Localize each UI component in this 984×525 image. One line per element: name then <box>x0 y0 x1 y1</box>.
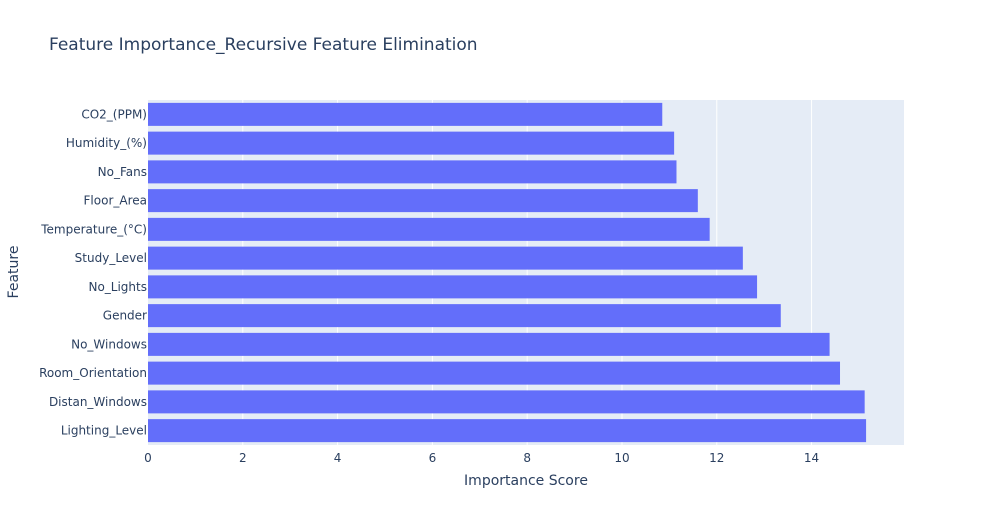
bar <box>148 102 663 126</box>
x-tick-label: 0 <box>144 451 152 465</box>
y-tick-label: Study_Level <box>75 251 147 265</box>
x-axis-title: Importance Score <box>464 473 588 489</box>
x-tick-labels: 0 2 4 6 8 10 12 14 <box>144 451 819 465</box>
y-tick-label: Room_Orientation <box>39 366 147 380</box>
x-tick-label: 12 <box>709 451 724 465</box>
x-tick-label: 10 <box>614 451 629 465</box>
bar <box>148 217 710 241</box>
bar <box>148 390 865 414</box>
y-tick-labels: CO2_(PPM) Humidity_(%) No_Fans Floor_Area Te… <box>39 107 147 437</box>
bar <box>148 275 758 299</box>
bar <box>148 419 867 443</box>
y-tick-label: No_Fans <box>98 165 147 179</box>
bar <box>148 246 743 270</box>
y-tick-label: Floor_Area <box>84 194 147 208</box>
bars <box>148 102 867 443</box>
plot-area <box>148 100 904 445</box>
bar <box>148 131 675 155</box>
x-tick-label: 14 <box>804 451 819 465</box>
x-tick-label: 8 <box>523 451 531 465</box>
y-tick-label: Lighting_Level <box>61 424 147 438</box>
bar <box>148 189 698 213</box>
bar <box>148 332 830 356</box>
y-axis-title: Feature <box>6 246 22 299</box>
y-tick-label: No_Lights <box>88 280 147 294</box>
y-tick-label: CO2_(PPM) <box>81 107 147 121</box>
x-tick-label: 2 <box>239 451 247 465</box>
bar <box>148 160 677 184</box>
y-tick-label: Temperature_(°C) <box>40 222 147 236</box>
y-tick-label: Distan_Windows <box>49 395 147 409</box>
bar <box>148 304 781 328</box>
y-tick-label: Humidity_(%) <box>66 136 147 150</box>
y-tick-label: No_Windows <box>71 337 147 351</box>
chart-title: Feature Importance_Recursive Feature Eli… <box>49 35 478 55</box>
x-tick-label: 4 <box>334 451 342 465</box>
x-tick-label: 6 <box>429 451 437 465</box>
bar <box>148 361 841 385</box>
gridlines <box>242 100 813 445</box>
y-tick-label: Gender <box>103 309 147 323</box>
